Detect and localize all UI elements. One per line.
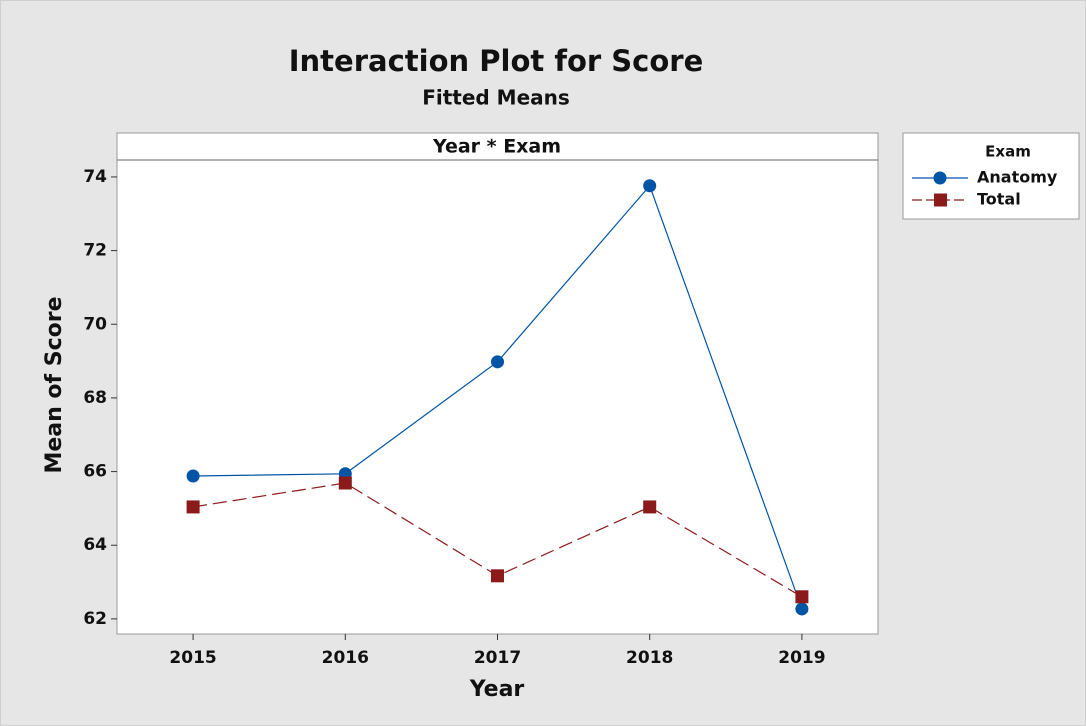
x-axis-label: Year xyxy=(469,677,525,702)
data-point xyxy=(643,179,657,193)
legend-box xyxy=(902,132,1080,220)
x-tick-label: 2018 xyxy=(626,648,673,668)
legend-marker xyxy=(934,193,947,207)
data-point xyxy=(186,500,200,514)
panel-label: Year * Exam xyxy=(432,136,561,158)
y-tick-label: 70 xyxy=(83,314,107,334)
x-tick-label: 2015 xyxy=(169,648,216,668)
y-tick-label: 62 xyxy=(83,609,107,629)
chart-subtitle: Fitted Means xyxy=(422,86,570,110)
data-point xyxy=(186,469,200,483)
x-tick-label: 2019 xyxy=(778,648,825,668)
data-point xyxy=(795,590,809,604)
legend-label: Anatomy xyxy=(977,168,1058,187)
y-tick-label: 66 xyxy=(83,462,107,482)
y-tick-label: 74 xyxy=(83,167,107,187)
legend-marker xyxy=(933,171,947,185)
y-tick-label: 64 xyxy=(83,535,107,555)
x-tick-label: 2016 xyxy=(322,648,369,668)
data-point xyxy=(491,355,504,369)
legend-label: Total xyxy=(977,190,1021,209)
data-point xyxy=(795,602,809,616)
data-point xyxy=(491,569,504,583)
plot-area xyxy=(116,132,879,635)
data-point xyxy=(338,476,352,490)
chart-title: Interaction Plot for Score xyxy=(289,44,703,78)
y-axis-label: Mean of Score xyxy=(42,296,67,473)
data-point xyxy=(643,500,657,514)
legend-title: Exam xyxy=(985,143,1031,161)
y-tick-label: 72 xyxy=(83,241,107,261)
y-tick-label: 68 xyxy=(83,388,107,408)
x-tick-label: 2017 xyxy=(474,648,521,668)
